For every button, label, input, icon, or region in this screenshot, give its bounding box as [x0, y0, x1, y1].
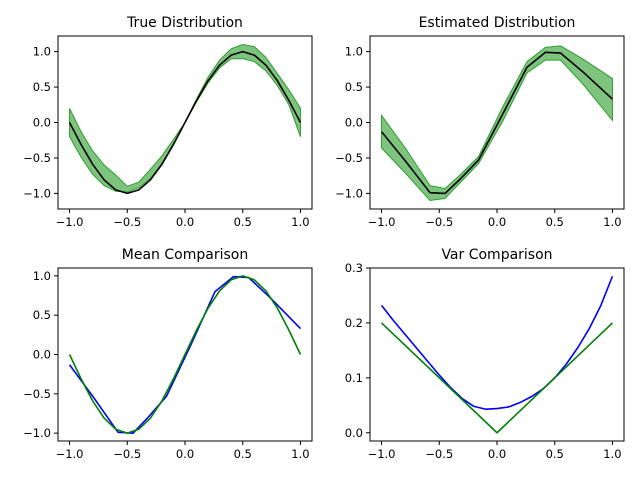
y-tick-label: 0.2 [345, 316, 363, 330]
confidence-band [381, 45, 613, 202]
x-tick-label: 0.5 [234, 215, 252, 229]
x-tick-label: 0.5 [546, 447, 564, 461]
x-tick-label: −1.0 [56, 215, 84, 229]
y-tick-label: 0.5 [33, 308, 51, 322]
y-tick-label: −0.5 [23, 387, 51, 401]
chart-title: Estimated Distribution [419, 15, 576, 31]
x-tick-label: 0.0 [488, 447, 506, 461]
y-tick-label: 0.0 [33, 348, 51, 362]
y-tick-label: 0.0 [345, 116, 363, 130]
chart-title: Var Comparison [441, 247, 552, 263]
x-tick-label: 0.0 [176, 215, 194, 229]
x-tick-label: 0.0 [176, 447, 194, 461]
x-tick-label: 1.0 [291, 447, 309, 461]
x-tick-label: −1.0 [56, 447, 84, 461]
y-tick-label: −0.5 [23, 151, 51, 165]
y-tick-label: −1.0 [23, 186, 51, 200]
x-tick-label: 1.0 [291, 215, 309, 229]
y-tick-label: 0.1 [345, 371, 363, 385]
x-tick-label: −0.5 [113, 447, 141, 461]
x-tick-label: −0.5 [113, 215, 141, 229]
y-tick-label: 1.0 [345, 45, 363, 59]
x-tick-label: 1.0 [603, 447, 621, 461]
series-line-2 [68, 275, 302, 434]
x-tick-label: 1.0 [603, 215, 621, 229]
confidence-band [69, 43, 301, 193]
y-tick-label: 1.0 [33, 269, 51, 283]
y-tick-label: 0.3 [345, 261, 363, 275]
y-tick-label: 0.0 [345, 426, 363, 440]
x-tick-label: 0.5 [546, 215, 564, 229]
axes-frame [369, 267, 625, 442]
series-line-1 [380, 51, 613, 195]
x-tick-label: −0.5 [425, 447, 453, 461]
y-tick-label: −1.0 [23, 426, 51, 440]
series-line-1 [380, 275, 614, 410]
y-tick-label: −1.0 [335, 186, 363, 200]
chart-estimated-distribution: Estimated Distribution −1.0 −0.5 0.0 0.5 1.0 −… [335, 15, 625, 229]
y-tick-label: 0.5 [33, 80, 51, 94]
y-tick-label: 1.0 [33, 45, 51, 59]
chart-title: Mean Comparison [122, 247, 248, 263]
y-tick-label: 0.0 [33, 116, 51, 130]
x-tick-label: 0.0 [488, 215, 506, 229]
x-tick-label: 0.5 [234, 447, 252, 461]
x-tick-label: −0.5 [425, 215, 453, 229]
y-tick-label: −0.5 [335, 151, 363, 165]
chart-title: True Distribution [126, 15, 243, 31]
chart-true-distribution: True Distribution −1.0 −0.5 0.0 0.5 1.0 −1.0 −0… [23, 15, 313, 229]
series-line-1 [68, 50, 302, 195]
x-tick-label: −1.0 [368, 447, 396, 461]
x-tick-label: −1.0 [368, 215, 396, 229]
y-tick-label: 0.5 [345, 80, 363, 94]
series-line-2 [380, 322, 614, 434]
chart-mean-comparison: Mean Comparison −1.0 −0.5 0.0 0.5 1.0 −1.0 −0.5… [23, 247, 313, 461]
chart-var-comparison: Var Comparison −1.0 −0.5 0.0 0.5 1.0 0.0 0.1 0.2… [345, 247, 625, 461]
